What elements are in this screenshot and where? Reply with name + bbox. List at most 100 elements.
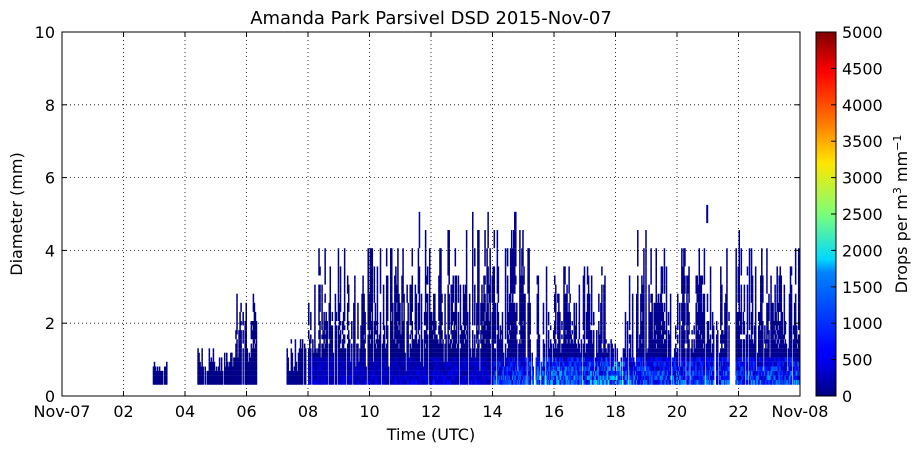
- heat-cell: [545, 366, 548, 371]
- heat-cell: [367, 379, 369, 385]
- heat-cell: [434, 330, 436, 335]
- heat-cell: [404, 375, 406, 380]
- heat-cell: [515, 357, 517, 362]
- heat-cell: [332, 366, 335, 371]
- heat-cell: [208, 379, 211, 385]
- heat-cell: [536, 339, 539, 344]
- heat-cell: [591, 375, 594, 380]
- heat-cell: [312, 366, 314, 371]
- heat-cell: [662, 334, 665, 340]
- heat-cell: [331, 352, 334, 358]
- heat-cell: [491, 339, 493, 344]
- heat-cell: [415, 293, 418, 303]
- heat-cell: [482, 334, 484, 340]
- heat-cell: [399, 302, 401, 312]
- heat-cell: [428, 379, 431, 385]
- heat-cell: [519, 339, 521, 344]
- heat-cell: [588, 321, 591, 326]
- heat-cell: [433, 321, 435, 326]
- heat-cell: [645, 339, 647, 344]
- heat-cell: [221, 375, 224, 380]
- heat-cell: [337, 343, 340, 349]
- heat-cell: [604, 379, 606, 385]
- heat-cell: [314, 366, 316, 371]
- heat-cell: [445, 366, 447, 371]
- heat-cell: [504, 325, 507, 331]
- heat-cell: [582, 302, 585, 312]
- heat-cell: [656, 343, 659, 349]
- heat-cell: [499, 379, 502, 385]
- heat-cell: [371, 343, 374, 349]
- heat-cell: [448, 361, 450, 367]
- heat-cell: [309, 352, 311, 358]
- heat-cell: [603, 370, 605, 376]
- heat-cell: [504, 248, 507, 267]
- heat-cell: [417, 343, 420, 349]
- heat-cell: [308, 361, 310, 367]
- heat-cell: [415, 352, 418, 358]
- heat-cell: [591, 379, 594, 385]
- heat-cell: [444, 311, 446, 322]
- heat-cell: [543, 343, 546, 349]
- heat-cell: [231, 379, 233, 385]
- heat-cell: [616, 366, 619, 371]
- heat-cell: [421, 343, 424, 349]
- heat-cell: [568, 330, 570, 335]
- heat-cell: [347, 352, 350, 358]
- heat-cell: [240, 366, 242, 371]
- heat-cell: [583, 325, 586, 331]
- heat-cell: [232, 370, 234, 376]
- heat-cell: [312, 375, 314, 380]
- heat-cell: [623, 370, 626, 376]
- heat-cell: [249, 375, 252, 380]
- heat-cell: [609, 375, 611, 380]
- heat-cell: [624, 311, 627, 322]
- heat-cell: [478, 284, 480, 294]
- heat-cell: [514, 302, 516, 312]
- heat-cell: [354, 311, 356, 322]
- heat-cell: [451, 352, 454, 358]
- heat-cell: [578, 343, 581, 349]
- heat-cell: [477, 266, 479, 276]
- heat-cell: [391, 343, 393, 349]
- heat-cell: [639, 379, 641, 385]
- heat-cell: [436, 334, 438, 340]
- heat-cell: [568, 302, 570, 312]
- heat-cell: [438, 370, 440, 376]
- heat-cell: [420, 293, 423, 303]
- heat-cell: [337, 348, 340, 353]
- heat-cell: [455, 379, 458, 385]
- heat-cell: [561, 321, 563, 326]
- heat-cell: [382, 361, 385, 367]
- heat-cell: [602, 357, 604, 362]
- heat-cell: [318, 366, 320, 371]
- heat-cell: [152, 375, 155, 380]
- heat-cell: [360, 330, 362, 335]
- heat-cell: [349, 370, 351, 376]
- heat-cell: [574, 339, 577, 344]
- heat-cell: [406, 379, 408, 385]
- heat-cell: [197, 352, 199, 358]
- heat-cell: [410, 361, 413, 367]
- heat-cell: [411, 334, 414, 340]
- heat-cell: [608, 379, 610, 385]
- heat-cell: [432, 334, 434, 340]
- heat-cell: [342, 379, 345, 385]
- heat-cell: [537, 284, 540, 294]
- heat-cell: [565, 366, 567, 371]
- heat-cell: [583, 370, 586, 376]
- heat-cell: [406, 352, 408, 358]
- heat-cell: [597, 366, 599, 371]
- heat-cell: [589, 370, 592, 376]
- heat-cell: [210, 366, 213, 371]
- heat-cell: [209, 379, 212, 385]
- heat-cell: [601, 266, 603, 276]
- heat-cell: [414, 352, 417, 358]
- heat-cell: [417, 357, 420, 362]
- heat-cell: [411, 361, 414, 367]
- heat-cell: [364, 366, 366, 371]
- heat-cell: [575, 311, 578, 322]
- heat-cell: [354, 379, 356, 385]
- heat-cell: [504, 330, 507, 335]
- heat-cell: [492, 343, 495, 349]
